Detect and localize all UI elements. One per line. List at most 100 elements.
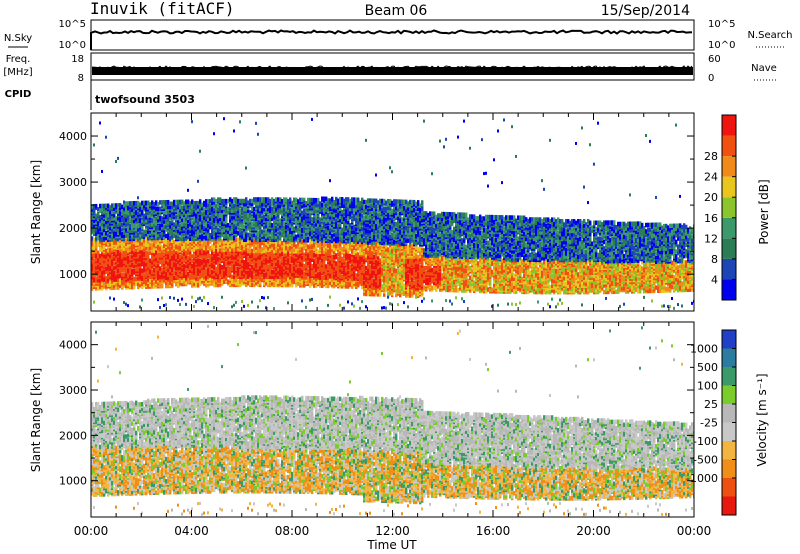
power-echo-cell [127,267,130,272]
power-echo-cell [197,207,200,212]
power-echo-cell [113,266,116,271]
power-echo-cell [157,251,160,257]
power-echo-cell [185,268,188,274]
power-echo-cell [151,221,154,226]
power-echo-cell [269,216,272,222]
power-echo-cell [239,227,242,233]
power-echo-cell [267,214,270,220]
power-echo-cell [91,241,94,246]
power-echo-cell [139,249,142,254]
power-echo-cell [267,197,270,202]
power-echo-cell [141,237,144,243]
power-echo-cell [193,260,196,266]
power-echo-cell [253,282,256,288]
power-echo-cell [101,285,104,291]
power-echo-cell [165,246,168,252]
power-echo-cell [177,210,180,216]
power-echo-cell [205,202,208,207]
power-echo-cell [135,237,138,243]
power-echo-cell [149,269,152,275]
power-echo-cell [207,199,210,204]
power-echo-cell [181,244,184,250]
power-echo-cell [177,199,180,205]
power-echo-cell [125,206,128,211]
power-echo-cell [185,205,188,211]
power-echo-cell [291,249,294,254]
power-echo-cell [159,206,162,212]
power-echo-cell [97,224,100,230]
power-echo-cell [105,239,108,244]
power-echo-cell [211,210,214,215]
power-echo-cell [177,202,180,208]
power-echo-cell [131,268,134,274]
power-echo-cell [265,258,268,263]
power-echo-cell [281,232,284,238]
power-echo-cell [171,249,174,255]
power-echo-cell [195,283,198,288]
power-echo-cell [155,219,158,225]
power-echo-cell [123,230,126,235]
power-echo-cell [117,207,120,213]
power-echo-cell [287,268,290,273]
power-echo-cell [163,243,166,249]
power-echo-cell [171,224,174,229]
power-echo-cell [165,238,168,244]
power-echo-cell [183,264,186,269]
power-echo-cell [205,268,208,273]
power-echo-cell [201,223,204,228]
power-echo-cell [155,224,158,229]
power-echo-cell [281,208,284,214]
power-echo-cell [171,256,174,261]
power-echo-cell [211,231,214,236]
power-echo-cell [97,236,100,241]
power-echo-cell [137,247,140,253]
power-echo-cell [211,244,214,249]
power-echo-cell [229,197,232,202]
power-echo-cell [175,199,178,205]
power-echo-cell [93,273,96,278]
power-echo-cell [149,242,152,247]
power-echo-cell [183,268,186,274]
power-echo-cell [285,265,288,270]
power-echo-cell [161,216,164,221]
power-echo-cell [199,225,202,230]
power-echo-cell [219,213,222,218]
power-echo-cell [253,197,256,202]
power-echo-cell [229,271,232,276]
power-echo-cell [233,214,236,220]
power-echo-cell [291,208,294,214]
power-echo-cell [141,200,144,206]
power-echo-cell [243,214,246,220]
power-echo-cell [299,204,302,209]
power-echo-cell [185,223,188,229]
power-echo-cell [189,260,192,266]
power-echo-cell [181,252,184,258]
power-echo-cell [255,216,258,222]
power-echo-cell [291,200,294,206]
power-echo-cell [297,244,300,249]
power-echo-cell [125,268,128,274]
power-echo-cell [103,203,106,209]
power-echo-cell [293,271,296,277]
power-echo-cell [261,268,264,273]
power-echo-cell [305,236,308,241]
power-echo-cell [169,259,172,265]
power-scatter-cell [123,200,125,204]
power-echo-cell [159,245,162,250]
power-scatter-cell [235,300,237,304]
power-echo-cell [161,200,164,205]
power-echo-cell [131,262,134,267]
power-echo-cell [207,249,210,254]
power-echo-cell [279,239,282,244]
power-echo-cell [217,197,220,202]
power-echo-cell [289,229,292,235]
power-echo-cell [91,270,94,275]
power-echo-cell [273,219,276,225]
power-echo-cell [301,204,304,209]
power-echo-cell [297,226,300,232]
power-echo-cell [247,274,250,280]
power-echo-cell [127,235,130,240]
power-echo-cell [223,279,226,284]
power-echo-cell [165,200,168,205]
